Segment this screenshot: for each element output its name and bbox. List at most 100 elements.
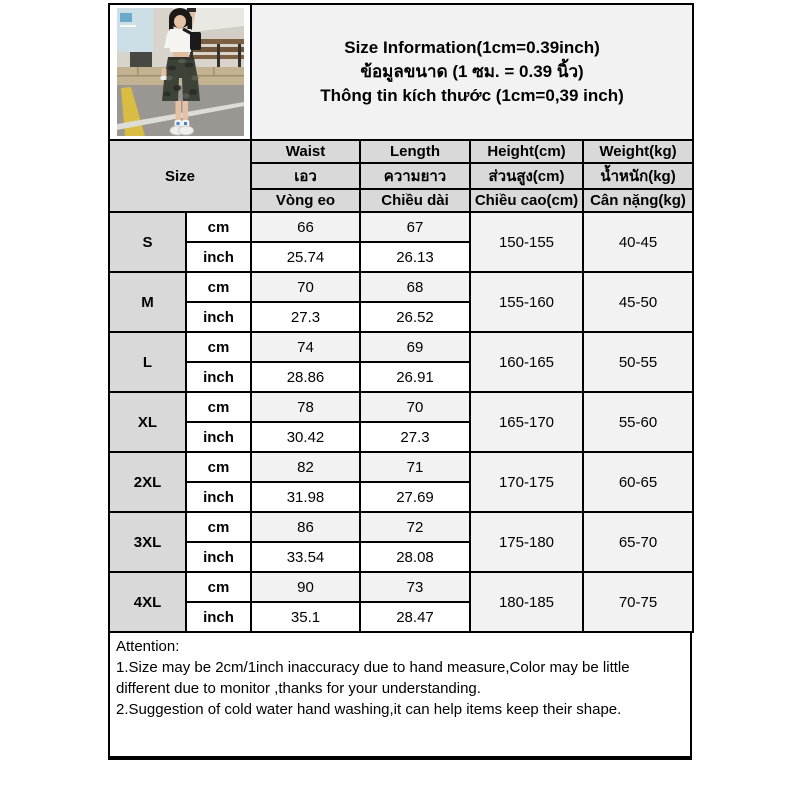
col-header-length-vi: Chiều dài [359,188,471,213]
length-cm: 73 [359,571,471,603]
size-label: M [108,271,187,333]
waist-cm: 66 [250,211,361,243]
size-label: 2XL [108,451,187,513]
waist-inch: 33.54 [250,541,361,573]
size-label: S [108,211,187,273]
title-th: ข้อมูลขนาด (1 ซม. = 0.39 นิ้ว) [360,62,584,81]
waist-cm: 82 [250,451,361,483]
weight-range: 50-55 [581,331,695,393]
waist-cm: 74 [250,331,361,363]
waist-cm: 90 [250,571,361,603]
height-range: 165-170 [469,391,584,453]
height-range: 180-185 [469,571,584,633]
length-inch: 27.3 [359,421,471,453]
unit-inch: inch [185,421,252,453]
size-column-header: Size [108,139,252,213]
table-row: inch 31.98 27.69 [109,481,693,513]
table-row: inch 33.54 28.08 [109,541,693,573]
attention-line-1: 1.Size may be 2cm/1inch inaccuracy due t… [116,659,630,697]
waist-inch: 25.74 [250,241,361,273]
length-cm: 72 [359,511,471,543]
size-label: 4XL [108,571,187,633]
length-inch: 26.91 [359,361,471,393]
waist-inch: 27.3 [250,301,361,333]
col-header-height-th: ส่วนสูง(cm) [469,162,584,190]
height-range: 155-160 [469,271,584,333]
header-row: Size Information(1cm=0.39inch) ข้อมูลขนา… [108,3,695,141]
size-label: XL [108,391,187,453]
table-row: 3XL cm 86 72 175-180 65-70 [108,511,695,573]
height-range: 170-175 [469,451,584,513]
length-cm: 71 [359,451,471,483]
unit-cm: cm [185,571,252,603]
weight-range: 45-50 [581,271,695,333]
unit-inch: inch [185,301,252,333]
col-header-length-th: ความยาว [359,162,471,190]
length-cm: 70 [359,391,471,423]
attention-line-2: 2.Suggestion of cold water hand washing,… [116,701,622,718]
length-cm: 67 [359,211,471,243]
title-vi: Thông tin kích thước (1cm=0,39 inch) [320,86,624,105]
length-inch: 26.13 [359,241,471,273]
unit-cm: cm [185,271,252,303]
table-row: XL cm 78 70 165-170 55-60 [108,391,695,453]
product-photo [116,8,244,136]
weight-range: 55-60 [581,391,695,453]
length-cm: 69 [359,331,471,363]
table-row: inch 28.86 26.91 [109,361,693,393]
waist-cm: 78 [250,391,361,423]
product-photo-cell [108,3,252,141]
weight-range: 60-65 [581,451,695,513]
waist-cm: 70 [250,271,361,303]
weight-range: 70-75 [581,571,695,633]
col-header-weight-th: น้ำหนัก(kg) [581,162,695,190]
col-header-height: Height(cm) [469,139,584,164]
col-header-length: Length [359,139,471,164]
table-row: inch 30.42 27.3 [109,421,693,453]
col-header-waist: Waist [250,139,361,164]
unit-cm: cm [185,451,252,483]
unit-cm: cm [185,391,252,423]
size-table: Size Information(1cm=0.39inch) ข้อมูลขนา… [108,3,695,633]
waist-inch: 35.1 [250,601,361,633]
unit-inch: inch [185,361,252,393]
attention-note: Attention: 1.Size may be 2cm/1inch inacc… [108,631,692,760]
unit-inch: inch [185,241,252,273]
unit-cm: cm [185,331,252,363]
waist-inch: 31.98 [250,481,361,513]
table-row: S cm 66 67 150-155 40-45 [108,211,695,273]
length-inch: 28.47 [359,601,471,633]
col-header-weight-vi: Cân nặng(kg) [581,188,695,213]
weight-range: 65-70 [581,511,695,573]
table-row: inch 25.74 26.13 [109,241,693,273]
length-inch: 26.52 [359,301,471,333]
length-inch: 27.69 [359,481,471,513]
weight-range: 40-45 [581,211,695,273]
table-row: inch 27.3 26.52 [109,301,693,333]
header-row-vi: Vòng eo Chiều dài Chiều cao(cm) Cân nặng… [109,188,695,213]
length-cm: 68 [359,271,471,303]
size-info-title-cell: Size Information(1cm=0.39inch) ข้อมูลขนา… [249,3,695,141]
waist-inch: 28.86 [250,361,361,393]
size-label: 3XL [108,511,187,573]
table-row: 2XL cm 82 71 170-175 60-65 [108,451,695,513]
col-header-height-vi: Chiều cao(cm) [469,188,584,213]
length-inch: 28.08 [359,541,471,573]
title-en: Size Information(1cm=0.39inch) [344,38,600,57]
waist-cm: 86 [250,511,361,543]
table-row: 4XL cm 90 73 180-185 70-75 [108,571,695,633]
header-row-th: เอว ความยาว ส่วนสูง(cm) น้ำหนัก(kg) [109,162,695,190]
col-header-weight: Weight(kg) [581,139,695,164]
model-figure [160,8,201,136]
unit-inch: inch [185,601,252,633]
unit-inch: inch [185,481,252,513]
height-range: 160-165 [469,331,584,393]
header-row-en: Size Waist Length Height(cm) Weight(kg) [108,139,695,213]
col-header-waist-th: เอว [250,162,361,190]
table-row: M cm 70 68 155-160 45-50 [108,271,695,333]
unit-cm: cm [185,511,252,543]
unit-inch: inch [185,541,252,573]
attention-heading: Attention: [116,638,180,655]
height-range: 175-180 [469,511,584,573]
size-label: L [108,331,187,393]
